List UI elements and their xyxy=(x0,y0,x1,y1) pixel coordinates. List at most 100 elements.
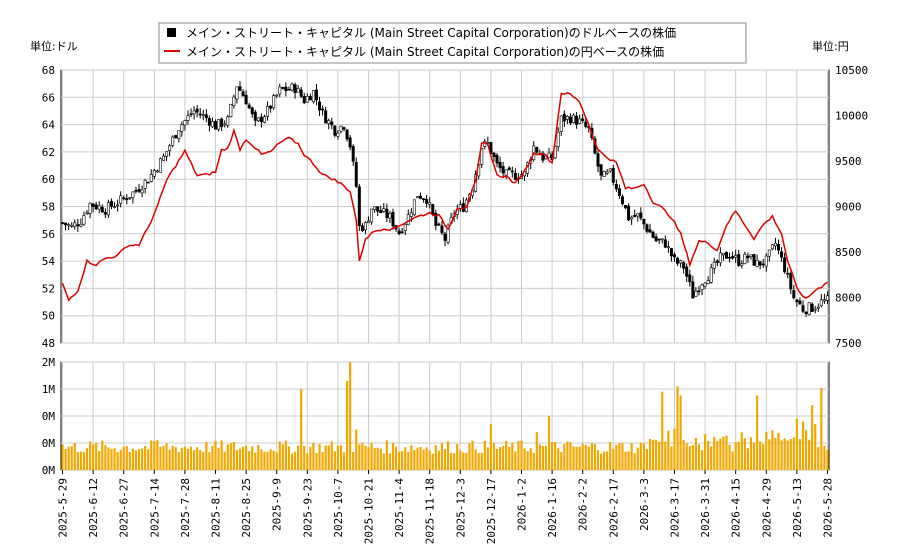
volume-bar xyxy=(229,443,232,470)
volume-bar xyxy=(492,443,496,470)
candle-body xyxy=(718,252,722,264)
candle-body xyxy=(663,239,667,248)
volume-bar xyxy=(113,448,116,470)
candle-body xyxy=(694,290,698,297)
volume-bar xyxy=(180,447,183,470)
volume-bar xyxy=(312,442,315,470)
volume-bar xyxy=(327,445,330,470)
volume-bar xyxy=(88,441,92,470)
candle-body xyxy=(125,198,129,201)
candle-body xyxy=(755,260,759,267)
candle-body xyxy=(106,202,110,216)
volume-bar xyxy=(257,445,260,470)
candle-body xyxy=(685,266,689,277)
candle-body xyxy=(76,224,80,227)
left-tick-label: 48 xyxy=(42,337,55,350)
candle-body xyxy=(492,152,496,158)
candle-body xyxy=(308,96,312,101)
volume-bar xyxy=(241,446,245,470)
candle-body xyxy=(801,305,805,312)
volume-bar xyxy=(226,444,229,470)
volume-bar xyxy=(483,440,486,470)
volume-bar xyxy=(811,405,814,470)
candle-body xyxy=(648,229,652,233)
volume-bar xyxy=(410,445,413,470)
x-tick-label: 2026-2-17 xyxy=(607,478,620,538)
volume-bar xyxy=(801,421,805,470)
volume-bar xyxy=(67,446,70,470)
x-tick-label: 2026-2-2 xyxy=(577,478,590,531)
candle-body xyxy=(370,208,374,223)
volume-bar xyxy=(324,445,327,470)
volume-bar xyxy=(407,451,410,470)
volume-bar xyxy=(526,451,529,470)
candle-body xyxy=(654,236,658,242)
volume-bar xyxy=(104,445,107,470)
candle-body xyxy=(703,282,707,287)
volume-bar xyxy=(364,445,367,470)
candle-body xyxy=(281,87,285,90)
volume-bar xyxy=(349,362,352,470)
right-axis-ticks: 7500 8000 8500 9000 9500 10000 10500 xyxy=(835,64,868,350)
candle-body xyxy=(391,211,395,227)
volume-bar xyxy=(125,445,128,470)
candle-body xyxy=(189,113,193,116)
volume-bar xyxy=(361,442,364,470)
candle-body xyxy=(97,205,101,210)
candle-body xyxy=(608,168,612,172)
candle-body xyxy=(752,254,756,266)
candle-body xyxy=(348,137,352,148)
candle-body xyxy=(783,257,787,273)
volume-bar xyxy=(391,442,395,470)
candle-body xyxy=(419,195,423,199)
candle-body xyxy=(422,198,426,200)
volume-bar xyxy=(691,444,694,470)
volume-bar xyxy=(358,444,361,470)
candle-body xyxy=(238,86,242,91)
volume-bar xyxy=(593,443,597,470)
volume-bar xyxy=(734,442,737,470)
candle-body xyxy=(269,105,273,109)
volume-bar xyxy=(713,436,716,470)
volume-bar xyxy=(174,447,177,470)
volume-bar xyxy=(498,447,502,470)
volume-bar xyxy=(661,391,664,470)
volume-bar xyxy=(61,444,64,470)
volume-bar xyxy=(315,453,318,470)
volume-bar xyxy=(122,446,125,470)
candle-body xyxy=(743,253,747,265)
candle-body xyxy=(620,196,624,205)
candle-body xyxy=(770,244,774,250)
candle-body xyxy=(624,205,628,209)
volume-bar xyxy=(150,440,153,470)
volume-bar xyxy=(658,441,661,470)
candle-body xyxy=(64,222,68,226)
volume-bar xyxy=(303,445,306,470)
candle-body xyxy=(712,261,716,269)
candle-body xyxy=(171,136,175,146)
x-tick-label: 2025-8-25 xyxy=(240,478,253,538)
x-tick-label: 2026-5-13 xyxy=(791,478,804,538)
volume-bar xyxy=(73,442,76,470)
volume-bar xyxy=(394,446,398,470)
volume-bar xyxy=(116,452,119,470)
volume-tick-label: 0M xyxy=(42,464,56,477)
candle-body xyxy=(122,197,126,200)
volume-bar xyxy=(746,448,750,470)
volume-bar xyxy=(339,445,343,470)
x-tick-label: 2025-9-23 xyxy=(301,478,314,538)
candle-body xyxy=(731,256,735,259)
volume-bar xyxy=(297,445,300,470)
candle-body xyxy=(412,199,416,216)
candle-body xyxy=(679,260,683,264)
candle-body xyxy=(223,123,227,126)
volume-bar xyxy=(251,446,254,470)
candle-body xyxy=(507,167,511,171)
volume-bar xyxy=(128,452,131,470)
volume-bar xyxy=(456,443,459,470)
candle-body xyxy=(688,274,692,283)
volume-bar xyxy=(398,451,401,470)
volume-bar xyxy=(248,451,251,470)
candle-body xyxy=(789,273,793,290)
volume-bar xyxy=(422,449,425,470)
